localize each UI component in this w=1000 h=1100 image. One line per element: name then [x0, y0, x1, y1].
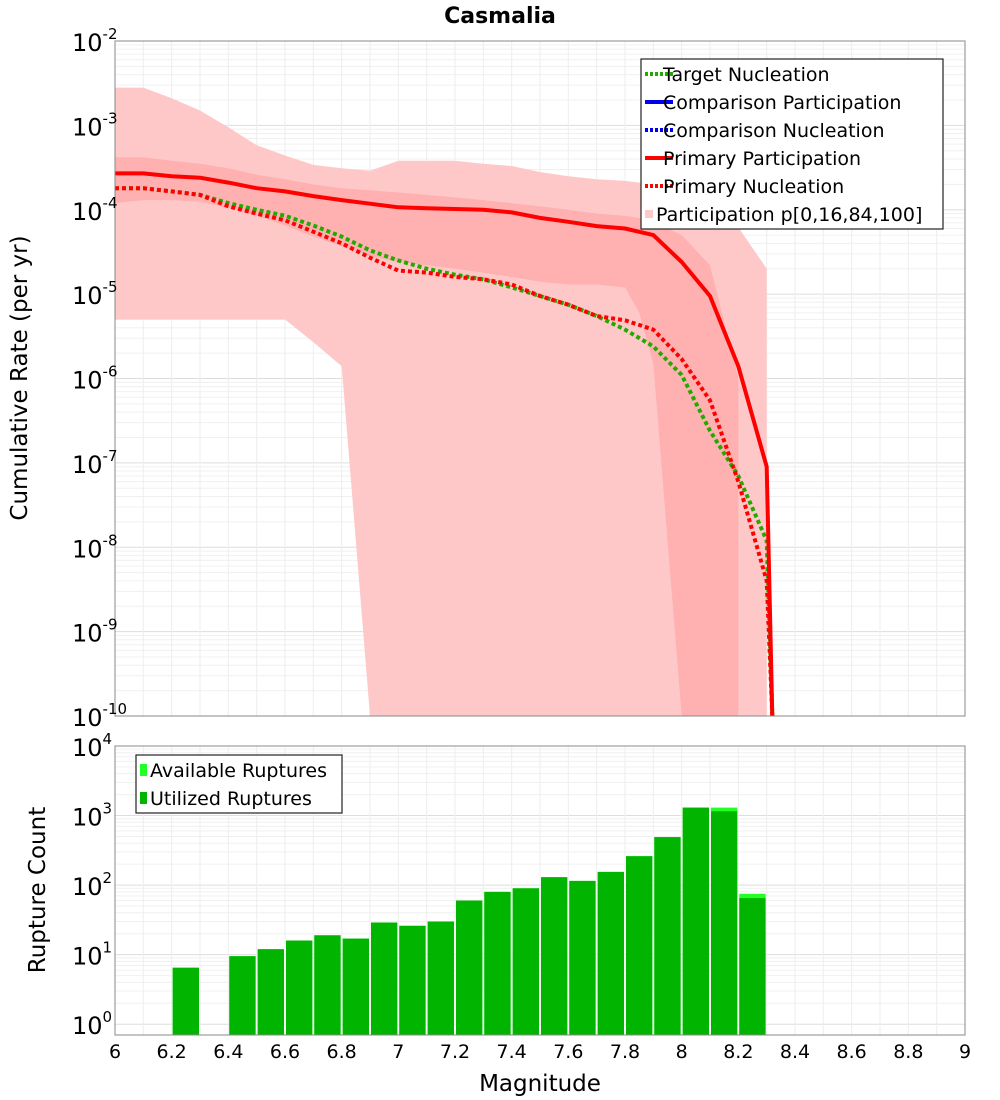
utilized-ruptures-bar [314, 935, 341, 1035]
x-tick-label: 7.2 [440, 1041, 470, 1063]
x-tick-label: 8.2 [723, 1041, 753, 1063]
legend-label: Primary Participation [663, 148, 861, 170]
top-y-tick-label: 10-7 [72, 447, 118, 479]
utilized-ruptures-bar [172, 967, 199, 1035]
top-y-tick-label: 10-8 [72, 531, 118, 563]
legend-label: Comparison Nucleation [663, 120, 885, 142]
top-y-tick-label: 10-3 [72, 109, 118, 141]
utilized-ruptures-bar [371, 922, 398, 1035]
utilized-ruptures-bar [654, 837, 681, 1035]
legend-label: Target Nucleation [662, 64, 830, 86]
x-tick-label: 6.2 [157, 1041, 187, 1063]
bottom-y-tick-label: 103 [72, 800, 112, 832]
top-plot-frame [114, 40, 966, 717]
utilized-ruptures-bar [711, 811, 738, 1035]
utilized-ruptures-bar [257, 949, 284, 1035]
bottom-y-tick-label: 104 [72, 730, 112, 762]
x-tick-label: 9 [959, 1041, 971, 1063]
chart-title: Casmalia [444, 4, 556, 29]
utilized-ruptures-bar [626, 856, 653, 1035]
legend-swatch [140, 764, 147, 776]
top-y-tick-label: 10-10 [72, 700, 127, 732]
utilized-ruptures-bar [512, 888, 539, 1035]
utilized-ruptures-bar [541, 877, 568, 1035]
legend-label: Available Ruptures [150, 760, 327, 782]
top-legend-box [640, 58, 944, 230]
utilized-ruptures-bar [342, 938, 369, 1035]
legend-label: Comparison Participation [663, 92, 901, 114]
x-tick-label: 6 [109, 1041, 121, 1063]
x-tick-label: 6.8 [327, 1041, 357, 1063]
bottom-bars [172, 807, 766, 1035]
utilized-ruptures-bar [569, 880, 596, 1035]
top-y-tick-label: 10-4 [72, 194, 118, 226]
top-y-axis-label: Cumulative Rate (per yr) [7, 235, 33, 520]
x-tick-label: 8.4 [780, 1041, 810, 1063]
x-tick-label: 8.6 [837, 1041, 867, 1063]
x-tick-label: 7.8 [610, 1041, 640, 1063]
top-y-tick-label: 10-5 [72, 278, 118, 310]
legend-swatch [645, 210, 653, 218]
bottom-grid [114, 746, 966, 1035]
top-y-tick-label: 10-2 [72, 25, 118, 57]
top-legend: Target Nucleation Comparison Participatio… [640, 58, 944, 230]
bottom-y-axis-label: Rupture Count [25, 807, 51, 973]
series-line-primary-participation [115, 171, 775, 716]
utilized-ruptures-bar [682, 807, 709, 1035]
series-line-target-nucleation [115, 186, 775, 716]
x-tick-label: 6.6 [270, 1041, 300, 1063]
series-line-primary-nucleation [115, 186, 775, 716]
bottom-y-tick-label: 100 [72, 1008, 112, 1040]
legend-label: Primary Nucleation [663, 176, 844, 198]
top-y-tick-label: 10-6 [72, 363, 118, 395]
bottom-legend: Available Ruptures Utilized Ruptures [135, 754, 343, 814]
utilized-ruptures-bar [229, 956, 256, 1035]
top-panel: 10-2 10-3 10-4 10-5 10-6 10-7 10-8 10-9 10-10 Ta… [72, 25, 966, 732]
x-axis-label: Magnitude [479, 1071, 601, 1097]
utilized-ruptures-bar [597, 871, 624, 1035]
bottom-legend-box [135, 754, 343, 814]
x-tick-label: 7 [392, 1041, 404, 1063]
legend-swatch [140, 792, 147, 804]
bottom-plot-frame [114, 745, 966, 1036]
utilized-ruptures-bar [739, 898, 766, 1035]
top-data-layer [115, 87, 775, 716]
x-tick-label: 8 [676, 1041, 688, 1063]
utilized-ruptures-bar [484, 891, 511, 1035]
utilized-ruptures-bar [456, 900, 483, 1035]
x-tick-label: 6.4 [213, 1041, 243, 1063]
bottom-y-tick-label: 101 [72, 939, 112, 971]
utilized-ruptures-bar [286, 940, 313, 1035]
bottom-y-tick-label: 102 [72, 869, 112, 901]
x-tick-label: 7.6 [553, 1041, 583, 1063]
x-tick-label: 8.8 [893, 1041, 923, 1063]
top-y-tick-label: 10-9 [72, 616, 118, 648]
utilized-ruptures-bar [399, 925, 426, 1035]
legend-label: Utilized Ruptures [150, 788, 312, 810]
x-tick-label: 7.4 [497, 1041, 527, 1063]
utilized-ruptures-bar [427, 921, 454, 1035]
legend-label: Participation p[0,16,84,100] [656, 204, 922, 226]
